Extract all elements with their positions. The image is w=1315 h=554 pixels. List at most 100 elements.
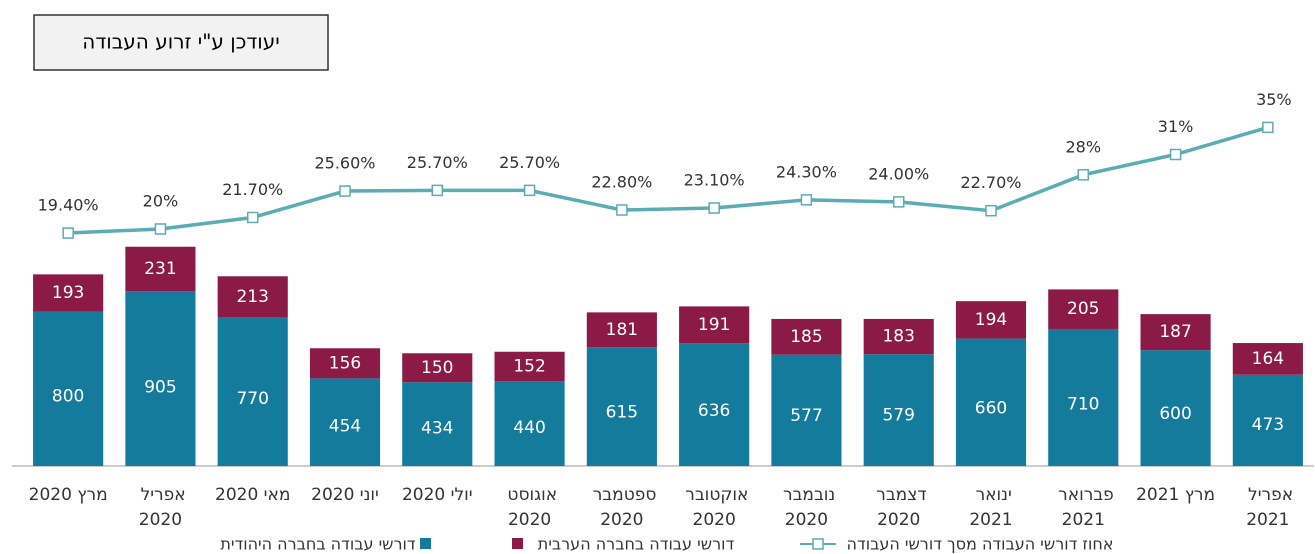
bar-value-label: 770 xyxy=(236,389,268,409)
line-value-label: 35% xyxy=(1256,90,1292,109)
line-value-label: 24.30% xyxy=(776,162,837,181)
line-marker xyxy=(892,196,905,208)
bar-segment xyxy=(679,306,750,344)
line-marker xyxy=(1077,169,1090,181)
line-marker xyxy=(431,184,444,197)
line-value-label: 24.00% xyxy=(868,164,929,183)
bar-value-label: 636 xyxy=(698,401,730,421)
bar-segment xyxy=(1048,328,1119,466)
bar-value-label: 183 xyxy=(882,327,914,347)
line-marker xyxy=(62,227,74,239)
bar-segment xyxy=(309,378,381,466)
x-tick-label: דצמבר 2020 xyxy=(871,485,927,530)
line-value-label: 21.70% xyxy=(222,180,283,199)
line-marker xyxy=(800,194,813,206)
x-tick-label: מרץ 2021 xyxy=(1136,485,1215,505)
line-value-label: 20% xyxy=(143,191,179,210)
line-marker xyxy=(985,204,997,217)
bar-value-label: 150 xyxy=(421,358,453,378)
line-marker xyxy=(246,211,259,224)
bar-segment xyxy=(771,354,842,466)
x-tick-label: פברואר 2021 xyxy=(1053,485,1114,530)
x-tick-label: אוגוסט 2020 xyxy=(502,485,557,530)
x-tick-label: יוני 2020 xyxy=(311,485,379,505)
bar-segment xyxy=(586,312,657,348)
x-tick-label: מרץ 2020 xyxy=(29,485,108,505)
bar-value-label: 191 xyxy=(698,315,730,335)
bar-value-label: 905 xyxy=(144,377,176,397)
bar-value-label: 710 xyxy=(1067,394,1099,414)
bar-segment xyxy=(1048,289,1119,329)
line-value-label: 22.80% xyxy=(591,173,652,192)
legend-swatch xyxy=(512,538,523,549)
bar-value-label: 187 xyxy=(1159,322,1191,342)
bar-value-label: 156 xyxy=(329,353,361,373)
bar-segment xyxy=(679,343,750,466)
bar-segment xyxy=(217,317,288,466)
bar-segment xyxy=(586,347,657,466)
title-box xyxy=(33,14,329,71)
line-value-label: 31% xyxy=(1158,117,1194,136)
bar-value-label: 164 xyxy=(1252,349,1284,369)
line-marker xyxy=(154,223,167,235)
bar-value-label: 440 xyxy=(513,418,545,438)
bar-segment xyxy=(494,351,565,382)
bar-value-label: 579 xyxy=(882,406,914,426)
line-value-label: 25.70% xyxy=(407,153,468,172)
x-tick-label: אפריל 2020 xyxy=(135,485,185,530)
legend-marker xyxy=(812,538,824,550)
bar-value-label: 194 xyxy=(975,310,1007,330)
bar-segment xyxy=(217,276,288,318)
bar-segment xyxy=(33,274,104,312)
x-tick-label: ספטמבר 2020 xyxy=(587,485,656,530)
bar-value-label: 231 xyxy=(144,259,176,279)
bar-segment xyxy=(771,318,842,355)
line-marker xyxy=(523,184,536,197)
line-value-label: 25.60% xyxy=(314,154,375,173)
bar-value-label: 205 xyxy=(1067,299,1099,319)
bar-segment xyxy=(309,348,381,379)
line-marker xyxy=(616,204,628,216)
x-tick-label: ינואר 2021 xyxy=(969,485,1012,530)
bar-segment xyxy=(955,301,1027,339)
bar-segment xyxy=(125,291,196,466)
line xyxy=(68,125,1269,235)
line-marker xyxy=(339,185,351,197)
bar-value-label: 577 xyxy=(790,406,822,426)
bar-value-label: 181 xyxy=(606,320,638,340)
bar-segment xyxy=(402,353,473,383)
line-value-label: 19.40% xyxy=(38,196,99,215)
bar-value-label: 615 xyxy=(606,403,638,423)
bar-value-label: 473 xyxy=(1252,415,1284,435)
bar-segment xyxy=(1140,350,1211,466)
bar-value-label: 434 xyxy=(421,418,453,438)
bar-segment xyxy=(955,338,1027,466)
bar-value-label: 193 xyxy=(52,283,84,303)
bar-segment xyxy=(125,246,196,292)
chart-title: יעודכן ע"י זרוע העבודה xyxy=(82,30,279,54)
line-value-label: 23.10% xyxy=(684,170,745,189)
x-tick-label: אפריל 2021 xyxy=(1243,485,1293,530)
bar-value-label: 152 xyxy=(513,356,545,376)
bar-value-label: 600 xyxy=(1159,404,1191,424)
bar-segment xyxy=(1140,314,1211,351)
line-value-label: 22.70% xyxy=(960,173,1021,192)
bar-value-label: 185 xyxy=(790,327,822,347)
bar-segment xyxy=(863,318,934,355)
bar-segment xyxy=(1232,374,1303,466)
x-tick-label: נובמבר 2020 xyxy=(778,485,836,530)
x-tick-label: מאי 2020 xyxy=(215,485,290,505)
legend-label: דורשי עבודה בחברה הערבית xyxy=(538,535,735,554)
line-value-label: 28% xyxy=(1066,137,1102,156)
x-tick-label: אוקטובר 2020 xyxy=(680,485,749,530)
line-marker xyxy=(1262,121,1274,134)
bar-segment xyxy=(402,382,473,466)
bar-value-label: 800 xyxy=(52,387,84,407)
bar-segment xyxy=(494,381,565,466)
line-marker xyxy=(708,202,720,214)
legend-label: דורשי עבודה בחברה היהודית xyxy=(220,535,415,554)
line-marker xyxy=(1169,148,1182,161)
bar-segment xyxy=(863,354,934,466)
bar-segment xyxy=(33,311,104,466)
